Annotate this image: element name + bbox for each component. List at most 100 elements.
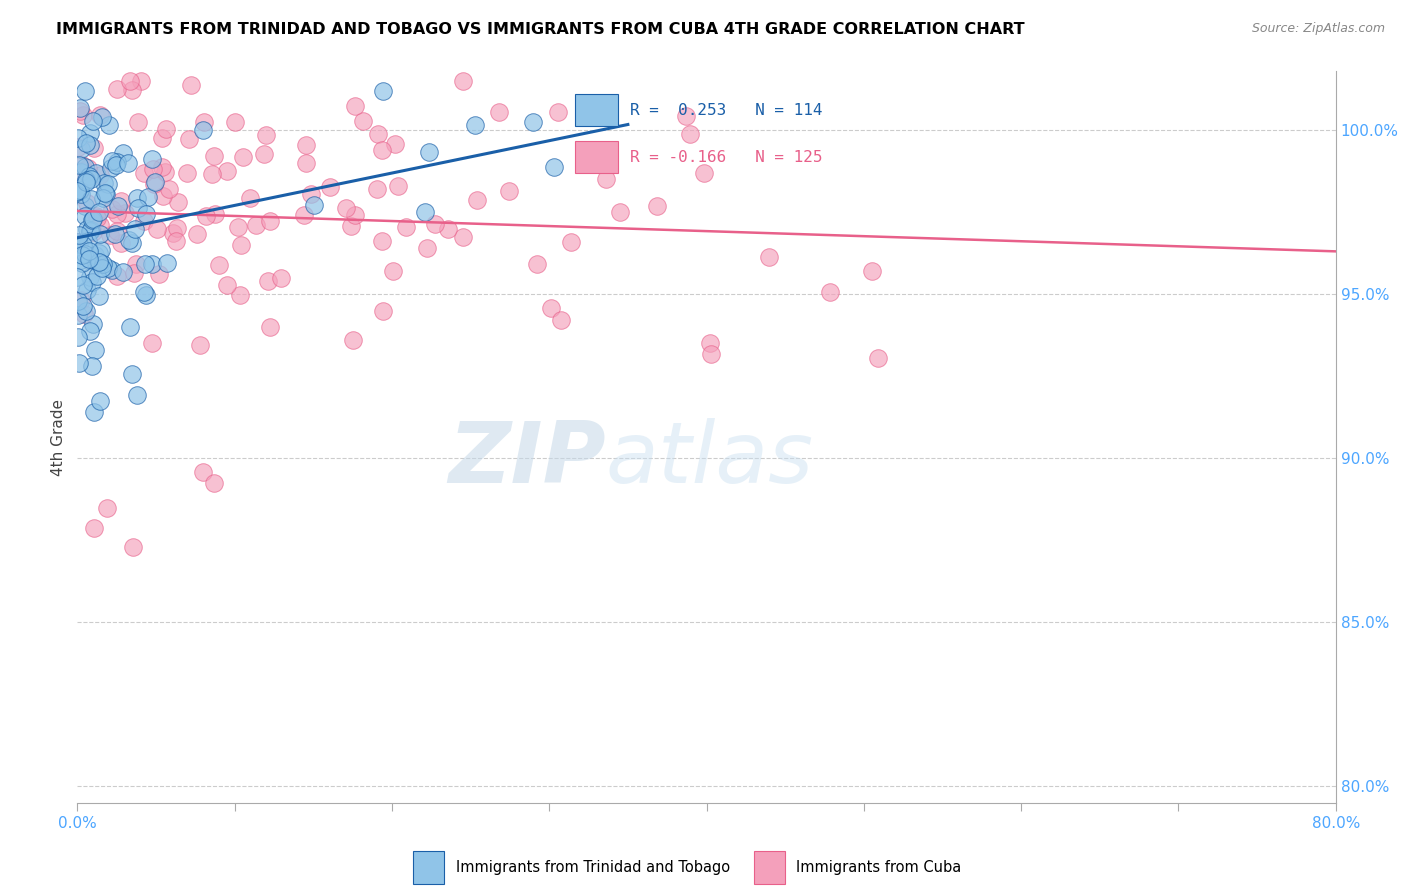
Point	[270, 271, 292, 285]
Point	[543, 161, 565, 175]
Point	[343, 208, 366, 222]
Point	[79, 137, 101, 152]
Point	[127, 115, 149, 129]
Point	[155, 121, 177, 136]
Point	[93, 257, 115, 271]
Point	[146, 222, 169, 236]
Text: R = -0.166   N = 125: R = -0.166 N = 125	[630, 150, 823, 165]
Point	[86, 211, 108, 226]
Point	[344, 99, 367, 113]
Point	[121, 540, 143, 554]
Point	[83, 248, 105, 262]
Point	[547, 104, 569, 119]
Point	[120, 74, 142, 88]
Point	[75, 84, 97, 98]
Point	[94, 187, 117, 202]
Point	[79, 127, 101, 141]
Point	[82, 211, 104, 226]
Point	[152, 189, 174, 203]
Point	[215, 277, 238, 292]
Point	[94, 186, 117, 201]
Point	[125, 388, 148, 402]
Point	[67, 356, 90, 370]
Point	[207, 259, 229, 273]
Point	[112, 264, 135, 278]
Text: IMMIGRANTS FROM TRINIDAD AND TOBAGO VS IMMIGRANTS FROM CUBA 4TH GRADE CORRELATIO: IMMIGRANTS FROM TRINIDAD AND TOBAGO VS I…	[56, 22, 1025, 37]
Point	[202, 476, 225, 491]
Point	[89, 108, 111, 122]
Point	[191, 465, 214, 479]
Point	[395, 219, 418, 234]
Point	[117, 155, 139, 169]
Point	[224, 115, 246, 129]
Point	[593, 145, 616, 160]
Point	[73, 247, 96, 261]
Point	[609, 204, 631, 219]
Point	[114, 205, 136, 219]
Point	[70, 142, 93, 156]
Point	[80, 275, 103, 289]
Point	[67, 237, 90, 252]
Point	[89, 218, 111, 232]
Point	[84, 253, 107, 268]
Point	[70, 163, 93, 178]
Point	[142, 177, 165, 191]
Point	[70, 158, 93, 172]
Point	[75, 304, 97, 318]
Point	[522, 114, 544, 128]
Point	[111, 145, 134, 160]
Point	[498, 184, 520, 198]
Point	[79, 223, 101, 237]
Point	[75, 136, 97, 150]
Point	[66, 235, 89, 249]
Point	[413, 205, 436, 219]
Point	[90, 260, 112, 275]
Point	[110, 194, 132, 209]
Point	[132, 166, 155, 180]
Point	[100, 154, 122, 169]
Point	[124, 257, 146, 271]
Point	[83, 140, 105, 154]
Point	[84, 166, 107, 180]
Point	[215, 164, 238, 178]
Point	[488, 105, 510, 120]
Point	[860, 264, 883, 278]
Point	[97, 260, 120, 275]
Point	[176, 166, 198, 180]
Text: Immigrants from Cuba: Immigrants from Cuba	[796, 860, 962, 875]
Point	[136, 189, 159, 203]
Point	[72, 247, 94, 261]
Point	[259, 319, 281, 334]
Point	[340, 219, 363, 234]
Point	[165, 234, 187, 248]
Point	[76, 161, 98, 175]
Point	[127, 201, 149, 215]
Point	[66, 240, 89, 254]
Point	[758, 250, 780, 264]
Point	[82, 317, 104, 331]
Point	[82, 113, 104, 128]
Point	[121, 235, 143, 250]
Point	[69, 103, 91, 118]
Point	[93, 176, 115, 190]
Point	[180, 78, 202, 92]
Point	[371, 143, 394, 157]
Point	[89, 168, 111, 182]
Point	[124, 221, 146, 235]
Point	[89, 393, 111, 408]
Point	[87, 255, 110, 269]
Point	[177, 132, 200, 146]
Point	[80, 172, 103, 186]
Point	[818, 285, 841, 300]
Point	[143, 175, 166, 189]
Point	[82, 359, 104, 373]
Point	[80, 192, 103, 206]
Point	[89, 289, 111, 303]
Point	[135, 207, 157, 221]
Point	[79, 169, 101, 183]
Point	[675, 109, 697, 123]
Point	[89, 246, 111, 260]
Point	[118, 233, 141, 247]
Point	[79, 270, 101, 285]
Point	[194, 209, 217, 223]
